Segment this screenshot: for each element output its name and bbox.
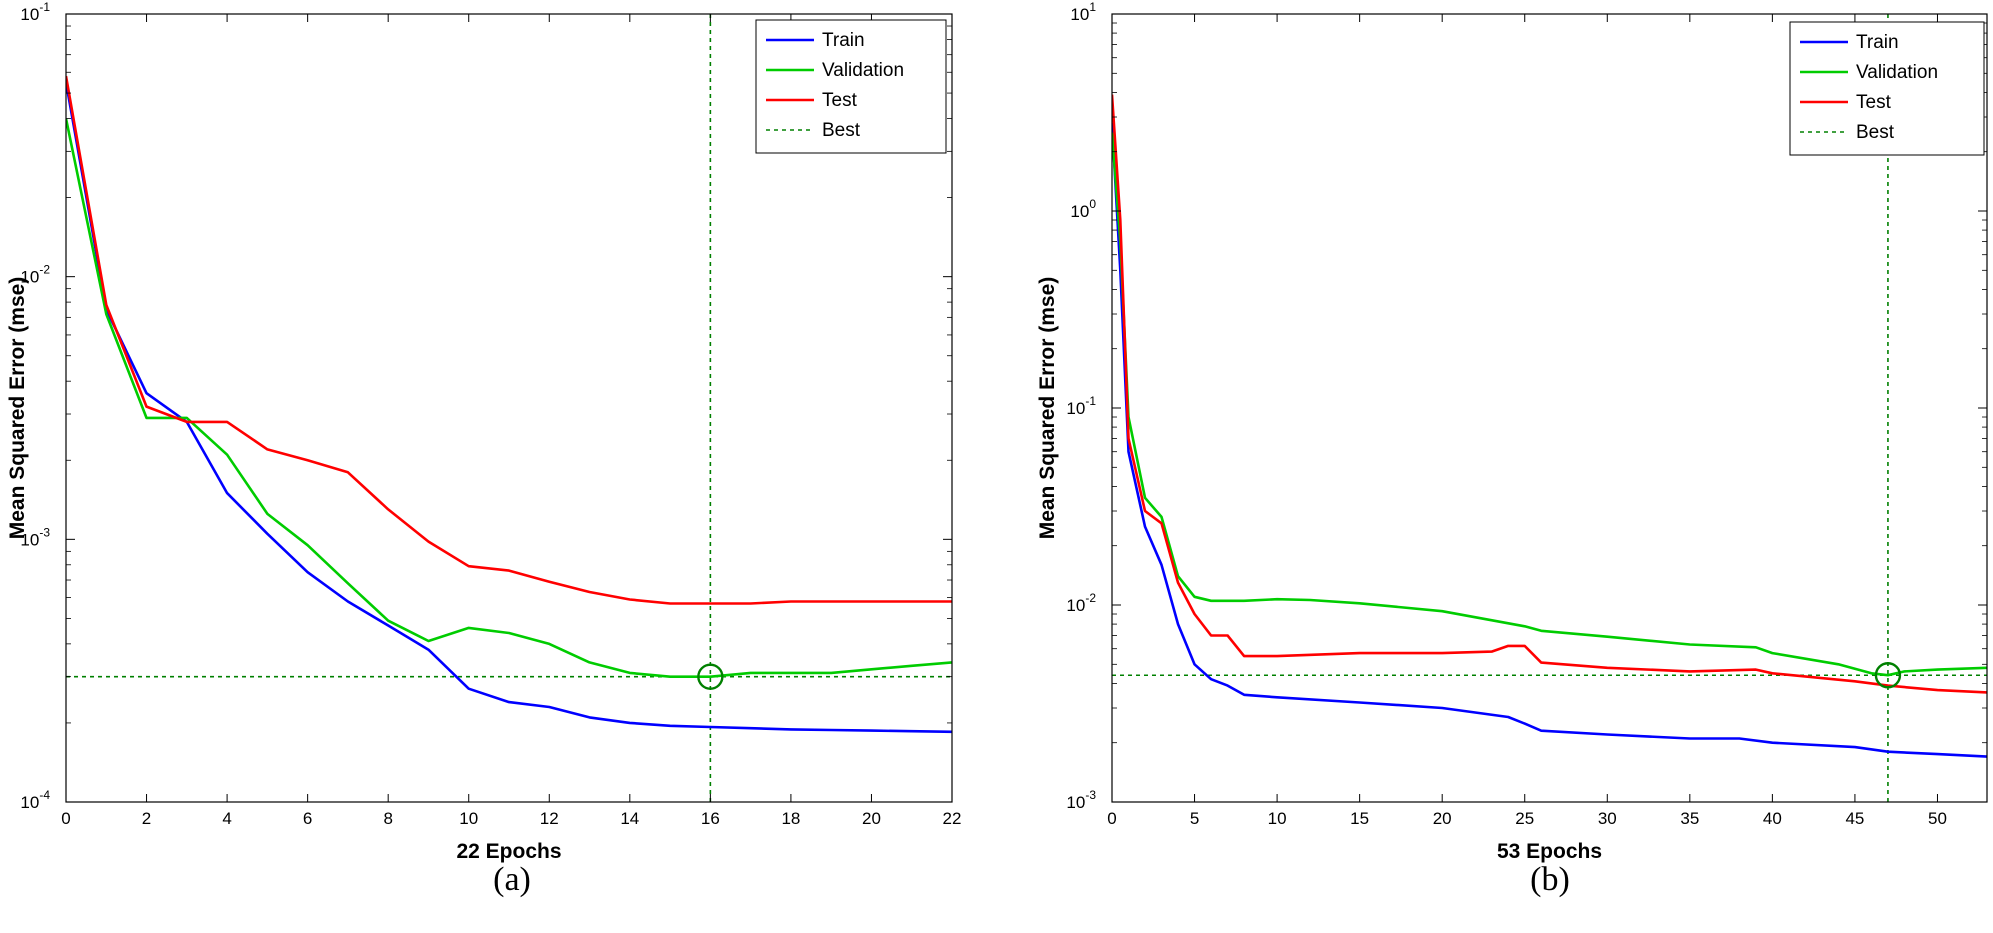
panel-caption-b: (b) (1530, 861, 1570, 898)
y-tick-label: 10-4 (20, 788, 50, 812)
x-tick-label: 20 (862, 809, 881, 828)
legend-label-best: Best (822, 120, 861, 141)
legend-label-test: Test (822, 90, 858, 111)
x-tick-label: 25 (1515, 809, 1534, 828)
x-tick-label: 4 (222, 809, 231, 828)
x-tick-label: 5 (1190, 809, 1199, 828)
x-tick-label: 12 (540, 809, 559, 828)
legend-label-best: Best (1856, 122, 1895, 143)
series-line-test (66, 75, 952, 605)
series-line-test (1112, 94, 1987, 694)
x-tick-label: 10 (459, 809, 478, 828)
legend-label-train: Train (822, 30, 865, 51)
x-tick-label: 15 (1350, 809, 1369, 828)
best-point-marker (697, 663, 724, 690)
chart-b: 0 5 10 15 20 25 30 35 40 45 50 10-3 10-2 10-1 100 101 53… (1036, 0, 1988, 898)
x-tick-label: 14 (620, 809, 639, 828)
x-tick-label: 35 (1680, 809, 1699, 828)
x-axis-label: 22 Epochs (456, 840, 561, 863)
legend-b: Train Validation Test Best (1789, 21, 1985, 156)
x-tick-label: 16 (701, 809, 720, 828)
x-tick-label: 30 (1598, 809, 1617, 828)
x-tick-label: 0 (1107, 809, 1116, 828)
legend-label-validation: Validation (822, 60, 904, 81)
y-tick-label: 10-1 (1066, 394, 1096, 418)
series-line-validation (1112, 132, 1987, 677)
series-line-validation (66, 118, 952, 678)
y-tick-label: 100 (1070, 197, 1096, 221)
legend-label-test: Test (1856, 92, 1892, 113)
x-tick-label: 22 (943, 809, 962, 828)
y-tick-label: 10-3 (1066, 788, 1096, 812)
y-tick-label: 10-1 (20, 0, 50, 24)
x-tick-label: 0 (61, 809, 70, 828)
x-tick-label: 40 (1763, 809, 1782, 828)
series-line-train (1112, 122, 1987, 758)
x-tick-label: 45 (1845, 809, 1864, 828)
x-tick-label: 50 (1928, 809, 1947, 828)
panel-caption-a: (a) (493, 861, 531, 898)
legend-a: Train Validation Test Best (755, 19, 947, 154)
x-tick-label: 2 (142, 809, 151, 828)
x-axis-label: 53 Epochs (1497, 840, 1602, 863)
x-tick-label: 6 (303, 809, 312, 828)
y-tick-label: 101 (1070, 0, 1096, 24)
x-tick-label: 10 (1268, 809, 1287, 828)
y-axis-label: Mean Squared Error (mse) (1036, 277, 1059, 540)
x-tick-label: 20 (1433, 809, 1452, 828)
series-line-train (66, 81, 952, 734)
x-tick-label: 8 (383, 809, 392, 828)
y-tick-label: 10-2 (1066, 591, 1096, 615)
series-group-a (66, 14, 952, 802)
axes-frame-a (65, 13, 953, 803)
legend-box (755, 19, 947, 154)
legend-label-validation: Validation (1856, 62, 1938, 83)
legend-label-train: Train (1856, 32, 1899, 53)
x-tick-label: 18 (781, 809, 800, 828)
y-axis-label: Mean Squared Error (mse) (6, 277, 29, 540)
legend-box (1789, 21, 1985, 156)
best-point-marker (1874, 662, 1902, 689)
